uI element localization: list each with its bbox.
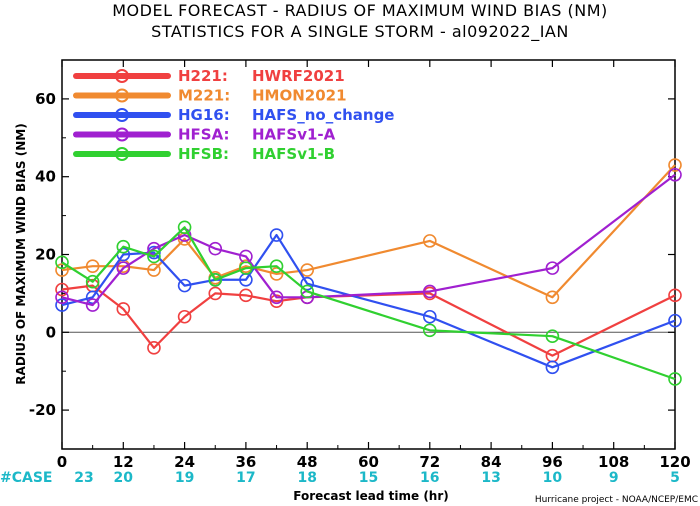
legend-id: M221: xyxy=(178,87,230,105)
case-count: 20 xyxy=(114,470,134,486)
data-point xyxy=(116,239,131,254)
data-point xyxy=(300,263,315,277)
data-point xyxy=(116,261,131,275)
y-tick-label: 60 xyxy=(35,90,56,108)
case-label: #CASE xyxy=(0,470,53,486)
data-point xyxy=(208,286,223,301)
legend-name: HMON2021 xyxy=(252,87,347,105)
data-point xyxy=(177,278,192,293)
data-point xyxy=(85,298,100,312)
data-point xyxy=(269,267,284,281)
y-axis-title: RADIUS OF MAXIMUM WIND BIAS (NM) xyxy=(14,123,28,384)
data-point xyxy=(300,276,315,291)
credit-text: Hurricane project - NOAA/NCEP/EMC xyxy=(535,495,698,505)
plot-area: 0 12 24 36 48 60 72 84 96 108 120 -20 0 20 40 60 23 20 19 1… xyxy=(29,59,691,486)
data-point xyxy=(85,274,100,289)
series-line-m221 xyxy=(61,164,676,299)
case-count: 15 xyxy=(359,470,378,486)
data-point xyxy=(55,290,69,305)
x-tick-label: 120 xyxy=(659,453,690,471)
legend-name: HAFSv1-B xyxy=(252,145,335,163)
data-point xyxy=(545,360,560,375)
data-point xyxy=(147,341,161,355)
data-point xyxy=(422,234,437,248)
x-tick-label: 24 xyxy=(174,453,195,471)
y-tick-label: 20 xyxy=(35,246,56,264)
data-point xyxy=(239,261,253,275)
data-point xyxy=(269,294,284,308)
data-point xyxy=(668,372,682,386)
data-point xyxy=(147,249,161,264)
data-point xyxy=(177,220,192,235)
data-point xyxy=(269,290,284,305)
legend-marker xyxy=(115,88,129,103)
case-count: 23 xyxy=(74,470,93,486)
data-point xyxy=(55,298,69,312)
series-line-h221 xyxy=(61,284,676,357)
series-line-hg16 xyxy=(61,233,676,369)
data-point xyxy=(668,158,682,172)
y-tick-label: 40 xyxy=(35,168,56,186)
data-point xyxy=(545,290,560,305)
case-count: 5 xyxy=(670,470,680,486)
data-point xyxy=(55,263,69,277)
legend-id: HFSB: xyxy=(178,145,229,163)
legend-marker xyxy=(115,69,129,83)
x-tick-label: 84 xyxy=(481,453,502,471)
legend-marker xyxy=(115,147,129,161)
case-count: 17 xyxy=(236,470,255,486)
case-count: 16 xyxy=(420,470,439,486)
data-point xyxy=(269,259,284,273)
data-point xyxy=(668,313,682,328)
legend-marker xyxy=(115,127,129,142)
case-count: 9 xyxy=(609,470,619,486)
series-line-hfsb xyxy=(61,226,676,381)
case-count: 10 xyxy=(543,470,563,486)
chart-subtitle: STATISTICS FOR A SINGLE STORM - al092022… xyxy=(151,22,569,42)
legend-name: HWRF2021 xyxy=(252,67,345,85)
data-point xyxy=(116,302,131,316)
x-axis-title: Forecast lead time (hr) xyxy=(293,489,449,503)
legend-id: H221: xyxy=(178,67,228,85)
data-point xyxy=(55,282,69,297)
x-tick-label: 48 xyxy=(297,453,318,471)
x-tick-label: 60 xyxy=(358,453,379,471)
data-point xyxy=(668,288,682,303)
data-point xyxy=(545,329,560,343)
case-count: 13 xyxy=(481,470,500,486)
x-tick-label: 0 xyxy=(57,453,67,471)
data-point xyxy=(545,261,560,275)
x-tick-label: 96 xyxy=(542,453,563,471)
x-tick-label: 36 xyxy=(235,453,256,471)
chart-title: MODEL FORECAST - RADIUS OF MAXIMUM WIND … xyxy=(112,1,608,20)
data-point xyxy=(239,288,253,303)
data-point xyxy=(85,259,100,273)
x-tick-label: 108 xyxy=(598,453,629,471)
data-point xyxy=(422,323,437,338)
data-point xyxy=(55,255,69,270)
legend-id: HFSA: xyxy=(178,126,230,144)
legend-id: HG16: xyxy=(178,106,230,124)
data-point xyxy=(208,272,223,287)
case-count: 18 xyxy=(297,470,316,486)
data-point xyxy=(177,309,192,324)
y-tick-label: -20 xyxy=(29,401,56,419)
data-point xyxy=(422,284,437,299)
data-point xyxy=(208,241,223,256)
y-tick-label: 0 xyxy=(46,323,56,341)
data-point xyxy=(147,263,161,277)
legend-name: HAFS_no_change xyxy=(252,106,394,124)
data-point xyxy=(269,228,284,242)
series-line-hfsa xyxy=(61,173,676,307)
x-tick-label: 12 xyxy=(113,453,134,471)
data-point xyxy=(147,241,161,256)
legend-marker xyxy=(115,108,129,122)
case-count: 19 xyxy=(175,470,194,486)
x-tick-label: 72 xyxy=(419,453,440,471)
legend-name: HAFSv1-A xyxy=(252,126,336,144)
data-point xyxy=(300,284,315,299)
data-point xyxy=(668,167,682,182)
data-point xyxy=(422,309,437,324)
